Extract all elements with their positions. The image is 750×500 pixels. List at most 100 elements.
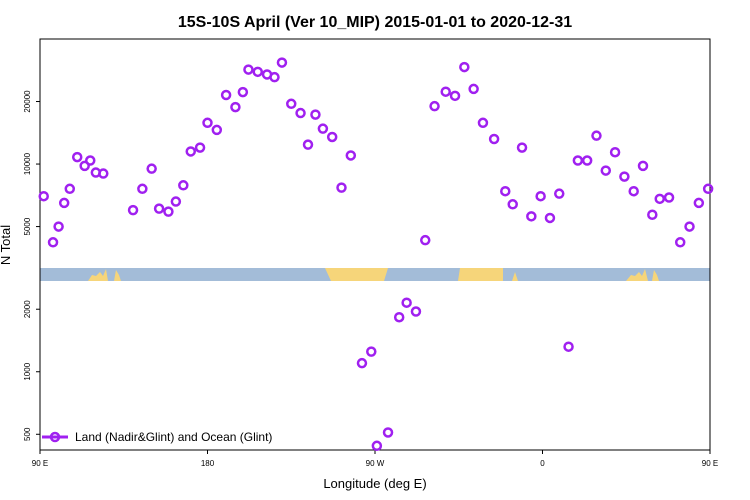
- data-point: [382, 427, 394, 438]
- x-axis-label: Longitude (deg E): [323, 476, 426, 491]
- data-point: [581, 155, 593, 166]
- data-point: [243, 64, 254, 75]
- data-point: [371, 440, 383, 452]
- data-point: [429, 100, 440, 112]
- data-point: [71, 151, 83, 163]
- land-patch: [325, 268, 388, 281]
- legend-label: Land (Nadir&Glint) and Ocean (Glint): [75, 430, 272, 444]
- data-point: [194, 142, 206, 153]
- data-point: [628, 185, 639, 197]
- data-point: [654, 193, 665, 205]
- data-point: [401, 297, 412, 308]
- data-point: [693, 197, 705, 209]
- x-tick-label: 180: [201, 459, 215, 468]
- data-point: [295, 107, 306, 119]
- y-axis: 500 1000 2000 5000 10000 20000: [23, 90, 40, 441]
- data-point: [58, 197, 70, 209]
- data-point: [98, 168, 109, 179]
- data-point: [220, 89, 232, 101]
- data-point: [449, 90, 461, 102]
- data-point: [702, 183, 714, 195]
- land-patch: [652, 270, 659, 281]
- data-point: [572, 155, 584, 166]
- y-tick-label: 5000: [23, 217, 32, 235]
- data-point: [170, 196, 182, 207]
- data-point: [310, 109, 321, 120]
- data-point: [64, 183, 76, 195]
- x-axis: 90 E 180 90 W 0 90 E: [32, 450, 718, 468]
- data-point: [591, 130, 602, 141]
- data-point: [276, 57, 288, 68]
- data-point: [488, 133, 500, 145]
- y-axis-label: N Total: [0, 225, 13, 265]
- data-point: [85, 155, 96, 166]
- data-point: [544, 212, 556, 224]
- land-patch: [88, 269, 108, 281]
- data-point: [317, 123, 329, 134]
- data-point: [647, 209, 658, 221]
- data-point: [440, 86, 451, 97]
- data-point: [336, 182, 347, 193]
- data-points: [38, 57, 714, 452]
- data-point: [153, 203, 165, 214]
- data-point: [163, 206, 174, 217]
- data-point: [554, 188, 565, 199]
- data-point: [684, 221, 695, 232]
- data-point: [345, 150, 357, 161]
- data-point: [619, 171, 630, 182]
- data-point: [237, 86, 249, 98]
- land-ocean-band: [40, 268, 710, 281]
- x-tick-label: 90 E: [32, 459, 48, 468]
- data-point: [500, 185, 511, 197]
- data-point: [366, 346, 377, 357]
- plot-frame: [39, 38, 711, 451]
- land-patch: [114, 270, 121, 281]
- data-point: [137, 183, 148, 195]
- data-point: [507, 199, 518, 210]
- y-tick-label: 2000: [23, 300, 32, 318]
- data-point: [477, 117, 489, 129]
- x-tick-label: 0: [540, 459, 545, 468]
- land-patch: [458, 268, 503, 281]
- x-tick-label: 90 E: [702, 459, 718, 468]
- data-point: [146, 163, 157, 174]
- data-point: [286, 98, 297, 110]
- data-point: [526, 211, 537, 222]
- data-point: [420, 234, 431, 246]
- data-point: [410, 306, 422, 317]
- x-tick-label: 90 W: [366, 459, 385, 468]
- y-tick-label: 10000: [23, 152, 32, 175]
- data-point: [600, 165, 612, 176]
- data-point: [459, 61, 470, 73]
- data-point: [211, 124, 223, 136]
- data-point: [637, 160, 649, 172]
- y-tick-label: 1000: [23, 362, 32, 380]
- data-point: [674, 237, 686, 248]
- data-point: [185, 146, 196, 157]
- data-point: [53, 221, 64, 232]
- data-point: [127, 204, 139, 216]
- legend: Land (Nadir&Glint) and Ocean (Glint): [42, 430, 272, 444]
- chart-title: 15S-10S April (Ver 10_MIP) 2015-01-01 to…: [178, 14, 572, 31]
- data-point: [269, 71, 280, 83]
- y-tick-label: 20000: [23, 90, 32, 113]
- data-point: [47, 237, 59, 248]
- land-patch: [626, 269, 648, 281]
- data-point: [38, 190, 49, 202]
- data-point: [326, 131, 338, 143]
- y-tick-label: 500: [23, 427, 32, 441]
- data-point: [230, 101, 241, 113]
- data-point: [468, 83, 479, 95]
- data-point: [356, 357, 368, 369]
- data-point: [178, 180, 189, 191]
- land-patch: [512, 272, 518, 281]
- legend-marker: [49, 431, 61, 443]
- data-point: [563, 341, 574, 352]
- data-point: [535, 190, 546, 202]
- data-point: [609, 146, 621, 158]
- data-point: [202, 117, 213, 129]
- data-point: [252, 66, 263, 78]
- data-point: [393, 311, 405, 323]
- data-point: [663, 192, 675, 203]
